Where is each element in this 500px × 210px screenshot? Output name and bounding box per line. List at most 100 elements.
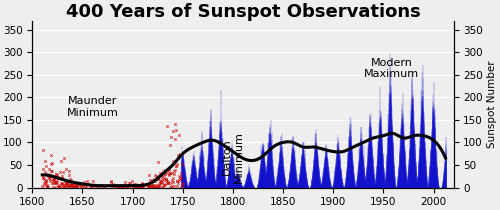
Point — [48, 182, 56, 185]
Text: Dalton
Minimum: Dalton Minimum — [222, 131, 244, 183]
Point — [166, 172, 174, 175]
Point — [64, 185, 72, 188]
Point — [162, 168, 170, 172]
Point — [70, 186, 78, 189]
Point — [50, 178, 58, 181]
Point — [65, 169, 73, 173]
Point — [98, 184, 106, 187]
Point — [176, 175, 184, 178]
Point — [108, 185, 116, 188]
Point — [72, 184, 80, 187]
Point — [148, 184, 156, 188]
Point — [60, 157, 68, 160]
Point — [160, 183, 168, 186]
Point — [72, 183, 80, 187]
Point — [56, 170, 64, 173]
Point — [167, 181, 175, 185]
Point — [64, 185, 72, 188]
Point — [38, 184, 46, 188]
Point — [164, 181, 172, 185]
Point — [118, 185, 126, 189]
Point — [83, 179, 91, 182]
Point — [45, 177, 53, 180]
Point — [100, 186, 108, 189]
Point — [130, 184, 138, 188]
Point — [136, 183, 144, 186]
Point — [46, 154, 54, 157]
Point — [62, 184, 70, 187]
Point — [174, 182, 182, 185]
Point — [146, 185, 154, 189]
Point — [73, 186, 81, 189]
Point — [170, 184, 178, 187]
Point — [73, 185, 81, 189]
Point — [172, 165, 180, 168]
Point — [154, 184, 162, 187]
Point — [113, 186, 121, 189]
Point — [178, 182, 186, 186]
Point — [163, 171, 171, 175]
Point — [168, 135, 175, 138]
Point — [154, 177, 162, 180]
Point — [161, 173, 169, 176]
Point — [176, 178, 184, 181]
Point — [48, 161, 56, 164]
Point — [148, 184, 156, 188]
Point — [162, 182, 170, 185]
Point — [68, 184, 76, 187]
Point — [160, 185, 168, 189]
Point — [44, 184, 52, 188]
Point — [86, 185, 94, 189]
Point — [70, 185, 78, 188]
Point — [158, 181, 166, 184]
Point — [162, 178, 170, 181]
Point — [62, 167, 70, 170]
Point — [154, 160, 162, 163]
Point — [50, 185, 58, 189]
Point — [125, 182, 133, 185]
Point — [42, 165, 50, 168]
Point — [120, 181, 128, 184]
Point — [58, 174, 66, 177]
Point — [164, 181, 172, 185]
Point — [150, 185, 158, 188]
Point — [150, 178, 158, 181]
Point — [130, 184, 138, 187]
Point — [138, 182, 146, 185]
Point — [152, 175, 160, 178]
Point — [145, 184, 153, 187]
Point — [40, 177, 48, 181]
Point — [168, 177, 176, 180]
Point — [117, 184, 125, 187]
Point — [106, 180, 114, 183]
Point — [164, 173, 172, 176]
Point — [130, 184, 138, 188]
Point — [147, 181, 155, 184]
Point — [88, 185, 96, 188]
Point — [174, 174, 182, 177]
Point — [70, 185, 78, 188]
Point — [54, 176, 62, 179]
Point — [77, 185, 85, 188]
Point — [54, 183, 62, 186]
Point — [64, 180, 72, 183]
Point — [152, 185, 160, 188]
Point — [158, 178, 166, 181]
Point — [43, 184, 51, 187]
Point — [159, 169, 167, 172]
Point — [61, 183, 69, 187]
Point — [62, 179, 70, 183]
Point — [50, 185, 58, 189]
Point — [145, 185, 153, 189]
Point — [148, 184, 156, 187]
Point — [175, 133, 183, 137]
Point — [170, 130, 177, 133]
Point — [136, 186, 144, 189]
Point — [80, 186, 88, 189]
Point — [82, 182, 90, 186]
Point — [56, 184, 64, 187]
Point — [90, 184, 98, 187]
Point — [54, 185, 62, 189]
Point — [169, 180, 177, 184]
Point — [39, 148, 47, 152]
